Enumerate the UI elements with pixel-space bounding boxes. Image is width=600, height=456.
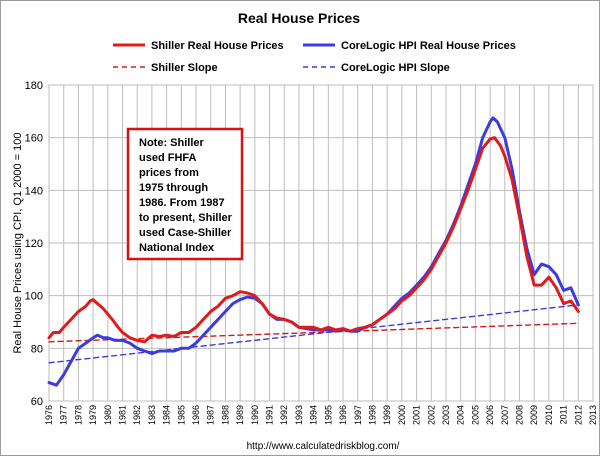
x-tick-label: 2005	[470, 405, 480, 425]
x-tick-label: 1987	[206, 405, 216, 425]
y-tick-label: 140	[25, 185, 43, 197]
x-tick-label: 1988	[220, 405, 230, 425]
x-tick-label: 2002	[426, 405, 436, 425]
x-tick-label: 1999	[382, 405, 392, 425]
x-axis-ticks: 1976 1977 1978 1979 1980 1981 1982 1983 1984 1985…	[44, 405, 598, 425]
x-tick-label: 1991	[265, 405, 275, 425]
x-tick-label: 2008	[514, 405, 524, 425]
x-tick-label: 1994	[309, 405, 319, 425]
y-tick-label: 100	[25, 291, 43, 303]
x-tick-label: 1993	[294, 405, 304, 425]
note-line: National Index	[139, 242, 215, 254]
x-tick-label: 2013	[588, 405, 598, 425]
x-tick-label: 1997	[353, 405, 363, 425]
legend: Shiller Real House Prices CoreLogic HPI R…	[113, 40, 516, 74]
x-tick-label: 1984	[162, 405, 172, 425]
y-tick-label: 120	[25, 238, 43, 250]
x-tick-label: 1990	[250, 405, 260, 425]
series-line-corelogic-hpi-real-house-prices	[47, 116, 580, 387]
x-tick-label: 1998	[367, 405, 377, 425]
note-line: used Case-Shiller	[139, 227, 232, 239]
x-tick-label: 1995	[323, 405, 333, 425]
legend-label-shiller-real-house-prices: Shiller Real House Prices	[151, 40, 284, 52]
x-tick-label: 2012	[573, 405, 583, 425]
legend-label-corelogic-hpi-slope: CoreLogic HPI Slope	[341, 62, 450, 74]
x-tick-label: 2003	[441, 405, 451, 425]
x-tick-label: 1977	[59, 405, 69, 425]
x-tick-label: 1982	[132, 405, 142, 425]
chart-title: Real House Prices	[238, 10, 360, 26]
series-line-corelogic-hpi-slope	[48, 304, 579, 364]
legend-label-shiller-slope: Shiller Slope	[151, 62, 218, 74]
note-line: 1975 through	[139, 182, 208, 194]
series-layer	[47, 116, 580, 387]
y-tick-label: 60	[31, 396, 43, 408]
series-line-shiller-real-house-prices	[47, 136, 580, 344]
x-tick-label: 1976	[44, 405, 54, 425]
x-tick-label: 2009	[529, 405, 539, 425]
x-tick-label: 1992	[279, 405, 289, 425]
note-border	[126, 127, 244, 261]
note-lines: Note: Shiller used FHFA prices from 1975 th…	[139, 137, 233, 254]
y-tick-label: 80	[31, 343, 43, 355]
x-tick-label: 2011	[559, 405, 569, 424]
x-tick-label: 1996	[338, 405, 348, 425]
series-line-shiller-slope	[48, 322, 579, 343]
source-url: http://www.calculatedriskblog.com/	[247, 441, 400, 452]
x-tick-label: 1989	[235, 405, 245, 425]
x-tick-label: 2004	[456, 405, 466, 425]
x-tick-label: 2006	[485, 405, 495, 425]
x-tick-label: 1978	[73, 405, 83, 425]
x-tick-label: 2007	[500, 405, 510, 425]
x-tick-label: 1979	[88, 405, 98, 425]
note-box: Note: Shiller used FHFA prices from 1975 th…	[126, 127, 244, 261]
x-tick-label: 2010	[544, 405, 554, 425]
x-tick-label: 2001	[412, 405, 422, 425]
x-tick-label: 1985	[176, 405, 186, 425]
x-tick-label: 2000	[397, 405, 407, 425]
x-tick-label: 1983	[147, 405, 157, 425]
x-tick-label: 1986	[191, 405, 201, 425]
x-tick-label: 1980	[103, 405, 113, 425]
note-line: Note: Shiller	[139, 137, 205, 149]
y-axis-label: Real House Prices using CPI, Q1 2000 = 1…	[12, 132, 24, 353]
note-line: 1986. From 1987	[139, 197, 225, 209]
y-tick-label: 180	[25, 80, 43, 92]
y-axis-ticks: 60 80 100 120 140 160 180	[25, 80, 43, 408]
note-line: used FHFA	[139, 152, 197, 164]
y-tick-label: 160	[25, 133, 43, 145]
note-line: prices from	[139, 167, 199, 179]
legend-label-corelogic-hpi-real-house-prices: CoreLogic HPI Real House Prices	[341, 40, 516, 52]
x-tick-label: 1981	[118, 405, 128, 425]
note-line: to present, Shiller	[139, 212, 233, 224]
